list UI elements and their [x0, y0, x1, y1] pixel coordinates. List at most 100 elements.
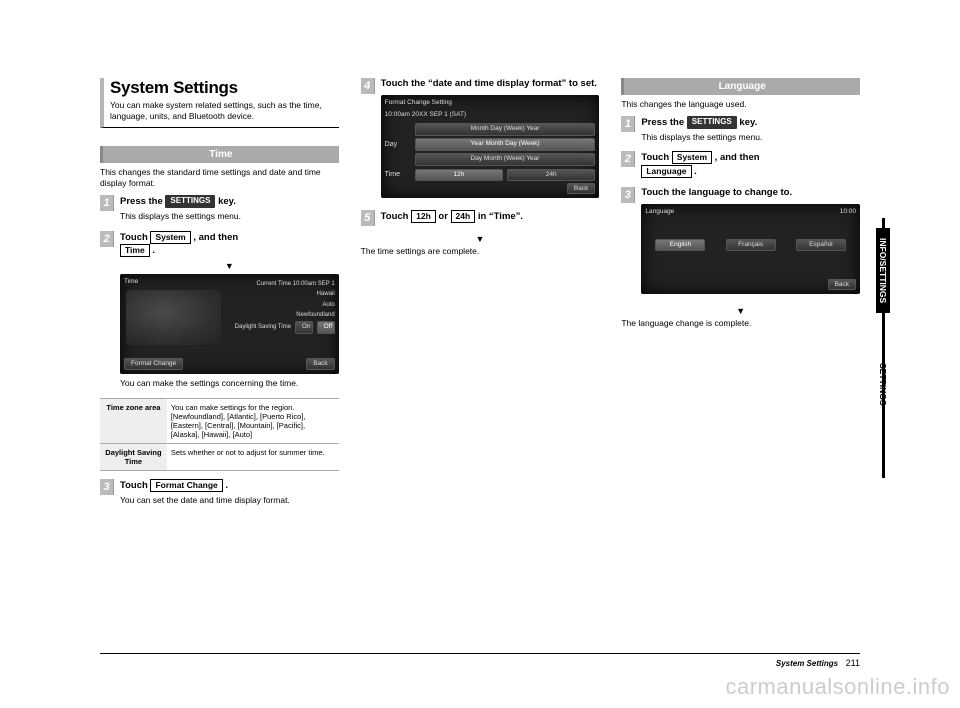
- settings-key: SETTINGS: [165, 195, 215, 208]
- back-pill: Back: [828, 279, 856, 290]
- step-number-2: 2: [100, 231, 114, 247]
- language-screenshot: Language 10:00 English Français Español …: [641, 204, 860, 294]
- shot-title: Format Change Setting: [385, 99, 452, 108]
- lang-step-1: 1 Press the SETTINGS key. This displays …: [621, 116, 860, 143]
- lstep-3-body: Touch the language to change to. Languag…: [641, 187, 860, 298]
- lstep-1-body: Press the SETTINGS key. This displays th…: [641, 116, 860, 143]
- step-4-body: Touch the “date and time display format”…: [381, 78, 600, 202]
- footer-rule: [100, 653, 860, 654]
- lstep-3-title: Touch the language to change to.: [641, 187, 792, 198]
- step-number-3: 3: [621, 187, 635, 203]
- lang-step-2: 2 Touch System , and then Language .: [621, 151, 860, 179]
- step-number-5: 5: [361, 210, 375, 226]
- settings-key: SETTINGS: [687, 116, 737, 129]
- step-1-body: Press the SETTINGS key. This displays th…: [120, 195, 339, 222]
- down-arrow-icon: ▼: [361, 234, 600, 244]
- date-opt: Year Month Day (Week): [415, 138, 596, 151]
- back-pill: Back: [306, 358, 334, 371]
- cell-key: Daylight Saving Time: [100, 443, 167, 470]
- shot-current-time: Current Time 10:00am SEP 1: [235, 280, 335, 288]
- cell-val: Sets whether or not to adjust for summer…: [167, 443, 339, 470]
- t: Press the: [120, 196, 165, 207]
- format-screenshot: Format Change Setting 10:00am 20XX SEP 1…: [381, 95, 600, 198]
- step-2-note: You can make the settings concerning the…: [120, 378, 339, 389]
- lang-fr: Français: [726, 239, 776, 252]
- t: or: [436, 211, 451, 222]
- format-change-pill: Format Change: [124, 358, 183, 371]
- t: in “Time”.: [475, 211, 523, 222]
- time-intro: This changes the standard time settings …: [100, 167, 339, 189]
- system-key: System: [150, 231, 190, 244]
- side-tab-settings: SETTINGS: [876, 353, 890, 416]
- date-opt: Month Day (Week) Year: [415, 123, 596, 136]
- page-footer: System Settings 211: [776, 658, 860, 668]
- step-3: 3 Touch Format Change . You can set the …: [100, 479, 339, 506]
- day-label: Day: [385, 140, 415, 149]
- three-column-layout: System Settings You can make system rela…: [100, 78, 860, 514]
- step-5: 5 Touch 12h or 24h in “Time”.: [361, 210, 600, 226]
- shot-clock: 10:00: [840, 208, 856, 217]
- col2-end: The time settings are complete.: [361, 246, 600, 257]
- step-2-body: Touch System , and then Time . ▼ Time Cu…: [120, 231, 339, 390]
- t: .: [223, 480, 228, 491]
- language-intro: This changes the language used.: [621, 99, 860, 110]
- step-number-2: 2: [621, 151, 635, 167]
- footer-label: System Settings: [776, 659, 838, 668]
- tz-line: Auto: [235, 301, 335, 309]
- step-2: 2 Touch System , and then Time . ▼ Time …: [100, 231, 339, 390]
- language-key: Language: [641, 165, 691, 178]
- t: .: [692, 166, 697, 177]
- table-row: Time zone area You can make settings for…: [100, 398, 339, 443]
- step-3-sub: You can set the date and time display fo…: [120, 495, 339, 506]
- section-header-time: Time: [100, 146, 339, 163]
- cell-key: Time zone area: [100, 398, 167, 443]
- format-change-key: Format Change: [150, 479, 222, 492]
- 12h-pill: 12h: [415, 169, 503, 182]
- 24h-key: 24h: [451, 210, 476, 223]
- main-title-block: System Settings You can make system rela…: [100, 78, 339, 128]
- shot-title: Language: [645, 208, 674, 217]
- side-tab-info-settings: INFO/SETTINGS: [876, 228, 890, 313]
- lstep-2-body: Touch System , and then Language .: [641, 151, 860, 179]
- lang-es: Español: [796, 239, 846, 252]
- page-content: System Settings You can make system rela…: [100, 78, 860, 668]
- time-screenshot: Time Current Time 10:00am SEP 1 Hawaii A…: [120, 274, 339, 374]
- step-number-1: 1: [100, 195, 114, 211]
- t: , and then: [712, 152, 760, 163]
- down-arrow-icon: ▼: [621, 306, 860, 316]
- step-4-title: Touch the “date and time display format”…: [381, 78, 597, 89]
- col3-end: The language change is complete.: [621, 318, 860, 329]
- step-number-3: 3: [100, 479, 114, 495]
- t: .: [150, 245, 155, 256]
- column-2: 4 Touch the “date and time display forma…: [361, 78, 600, 514]
- 12h-key: 12h: [411, 210, 436, 223]
- shot-title: Time: [124, 278, 138, 287]
- step-1: 1 Press the SETTINGS key. This displays …: [100, 195, 339, 222]
- side-tabs: INFO/SETTINGS SETTINGS: [876, 228, 896, 416]
- lstep-1-sub: This displays the settings menu.: [641, 132, 860, 143]
- step-3-body: Touch Format Change . You can set the da…: [120, 479, 339, 506]
- step-4: 4 Touch the “date and time display forma…: [361, 78, 600, 202]
- shot-timestamp: 10:00am 20XX SEP 1 (SAT): [385, 111, 596, 120]
- t: , and then: [191, 232, 239, 243]
- section-header-language: Language: [621, 78, 860, 95]
- column-1: System Settings You can make system rela…: [100, 78, 339, 514]
- t: key.: [215, 196, 235, 207]
- tz-line: Hawaii: [235, 290, 335, 298]
- time-label: Time: [385, 170, 415, 179]
- step-1-sub: This displays the settings menu.: [120, 211, 339, 222]
- t: Touch: [381, 211, 411, 222]
- lang-step-3: 3 Touch the language to change to. Langu…: [621, 187, 860, 298]
- page-number: 211: [846, 658, 860, 668]
- t: Touch: [641, 152, 671, 163]
- date-opt: Day Month (Week) Year: [415, 153, 596, 166]
- time-key: Time: [120, 244, 150, 257]
- t: Touch: [120, 480, 150, 491]
- step-number-1: 1: [621, 116, 635, 132]
- back-pill: Back: [567, 183, 595, 194]
- cell-val: You can make settings for the region. [N…: [167, 398, 339, 443]
- on-pill: On: [295, 321, 313, 334]
- time-options-table: Time zone area You can make settings for…: [100, 398, 339, 471]
- world-map-graphic: [126, 290, 221, 345]
- table-row: Daylight Saving Time Sets whether or not…: [100, 443, 339, 470]
